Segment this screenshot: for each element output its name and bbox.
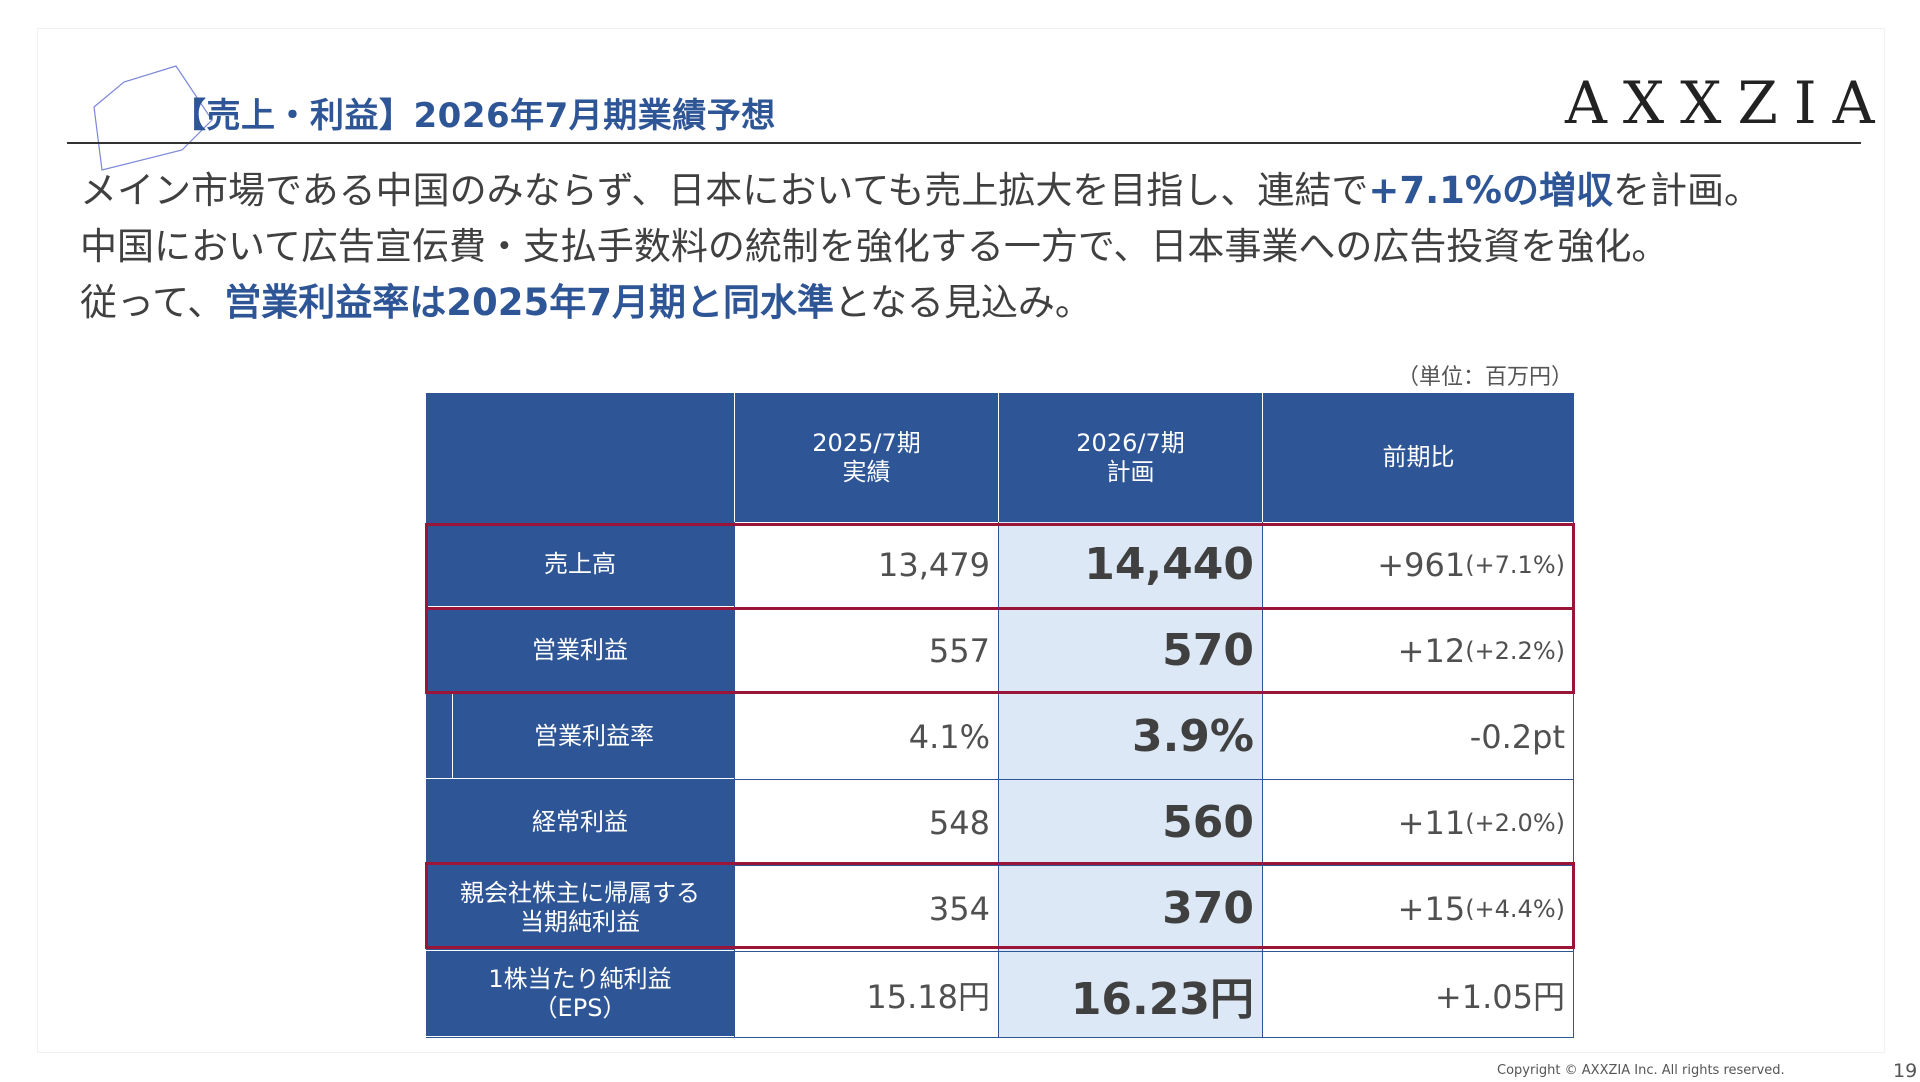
cell-plan: 560: [998, 780, 1262, 865]
header-yoy: 前期比: [1262, 393, 1574, 522]
cell-diff: +15 (+4.4%): [1262, 866, 1574, 951]
table-row: 営業利益 557 570 +12 (+2.2%): [426, 608, 1574, 694]
page-number: 19: [1893, 1060, 1918, 1082]
lead-line-1: メイン市場である中国のみならず、日本においても売上拡大を目指し、連結で+7.1%…: [80, 169, 1761, 212]
cell-diff: +961 (+7.1%): [1262, 522, 1574, 607]
table-row: 1株当たり純利益 （EPS） 15.18円 16.23円 +1.05円: [426, 952, 1574, 1038]
row-label: 営業利益: [426, 608, 734, 693]
cell-diff: -0.2pt: [1262, 694, 1574, 779]
lead-highlight-revenue: +7.1%の増収: [1368, 169, 1613, 212]
hexagon-decoration-icon: [93, 65, 213, 171]
row-label: 営業利益率: [426, 694, 734, 779]
lead-highlight-margin: 営業利益率は2025年7月期と同水準: [224, 281, 835, 324]
header-actual-2025: 2025/7期 実績: [734, 393, 998, 522]
table-row: 営業利益率 4.1% 3.9% -0.2pt: [426, 694, 1574, 780]
slide-frame: [37, 28, 1885, 1053]
cell-actual: 13,479: [734, 522, 998, 607]
company-logo: AXXZIA: [1565, 69, 1891, 137]
cell-diff: +12 (+2.2%): [1262, 608, 1574, 693]
slide-title: 【売上・利益】2026年7月期業績予想: [172, 96, 776, 136]
cell-plan: 370: [998, 866, 1262, 951]
row-label: 売上高: [426, 522, 734, 607]
row-label: 親会社株主に帰属する 当期純利益: [426, 866, 734, 951]
table-row: 親会社株主に帰属する 当期純利益 354 370 +15 (+4.4%): [426, 866, 1574, 952]
cell-actual: 548: [734, 780, 998, 865]
cell-actual: 4.1%: [734, 694, 998, 779]
cell-diff: +1.05円: [1262, 952, 1574, 1037]
header-plan-2026: 2026/7期 計画: [998, 393, 1262, 522]
header-blank: [426, 393, 734, 522]
row-label: 1株当たり純利益 （EPS）: [426, 952, 734, 1037]
row-label: 経常利益: [426, 780, 734, 865]
cell-plan: 14,440: [998, 522, 1262, 607]
unit-note: （単位：百万円）: [1397, 365, 1574, 390]
table-row: 売上高 13,479 14,440 +961 (+7.1%): [426, 522, 1574, 608]
cell-diff: +11 (+2.0%): [1262, 780, 1574, 865]
forecast-table: 2025/7期 実績 2026/7期 計画 前期比 売上高 13,479 14,…: [425, 393, 1575, 1038]
title-divider: [67, 142, 1861, 144]
lead-line-2: 中国において広告宣伝費・支払手数料の統制を強化する一方で、日本事業への広告投資を…: [80, 225, 1669, 268]
cell-plan: 570: [998, 608, 1262, 693]
table-header: 2025/7期 実績 2026/7期 計画 前期比: [426, 393, 1574, 522]
lead-text: メイン市場である中国のみならず、日本においても売上拡大を目指し、連結で+7.1%…: [80, 163, 1761, 331]
table-row: 経常利益 548 560 +11 (+2.0%): [426, 780, 1574, 866]
cell-actual: 354: [734, 866, 998, 951]
cell-actual: 15.18円: [734, 952, 998, 1037]
cell-plan: 3.9%: [998, 694, 1262, 779]
cell-plan: 16.23円: [998, 952, 1262, 1037]
cell-actual: 557: [734, 608, 998, 693]
lead-line-3: 従って、営業利益率は2025年7月期と同水準となる見込み。: [80, 281, 1092, 324]
copyright-notice: Copyright © AXXZIA Inc. All rights reser…: [1497, 1063, 1785, 1078]
